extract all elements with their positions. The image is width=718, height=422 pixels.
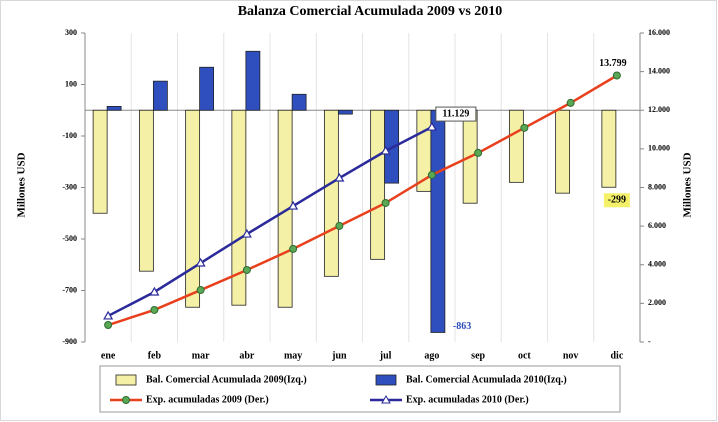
y2-axis-label: Millones USD [682,152,694,217]
y-tick-label: -100 [62,131,77,140]
bar [323,109,339,277]
line-marker [335,221,344,230]
bar [555,109,571,194]
legend-label: Exp. acumuladas 2010 (Der.) [406,394,529,405]
bar [601,109,617,188]
line-marker [104,321,113,330]
y-tick-label: 100 [65,79,77,88]
line-marker [242,265,251,274]
line-marker [241,228,252,238]
bar [106,105,122,111]
bar [138,109,154,272]
line-marker [196,286,205,295]
legend-swatch [115,374,137,386]
y2-tick-label: 14.000 [648,66,670,75]
y-tick-label: -700 [62,285,77,294]
bar [337,109,353,115]
legend-label: Bal. Comercial Acumulada 2010(Izq.) [406,374,567,385]
chart-title: Balanza Comercial Acumulada 2009 vs 2010 [238,4,503,19]
x-tick-label: feb [148,350,162,361]
bar [430,109,446,333]
data-label: -863 [453,321,471,332]
y2-tick-label: 8.000 [648,182,666,191]
line-marker [520,123,529,132]
bar [92,109,108,214]
legend-swatch [375,374,397,386]
x-tick-label: jul [379,350,392,361]
line-marker [427,170,436,179]
legend-box [99,365,621,413]
x-tick-label: jun [331,350,347,361]
bar [199,66,215,111]
line-marker [566,98,575,107]
legend-label: Bal. Comercial Acumulada 2009(Izq.) [146,374,307,385]
legend-marker [381,394,391,404]
line-marker [150,305,159,314]
y2-tick-label: 4.000 [648,260,666,269]
y-tick-label: -300 [62,182,77,191]
y2-tick-label: 6.000 [648,221,666,230]
x-tick-label: mar [192,350,210,361]
line-marker [103,310,114,320]
bar [291,93,307,111]
line-marker [381,198,390,207]
y-tick-label: -500 [62,234,77,243]
x-tick-label: oct [518,350,531,361]
x-tick-label: ene [101,350,116,361]
line-marker [380,145,391,155]
bar [185,109,201,308]
line-marker [612,71,621,80]
line-marker [426,121,437,131]
x-tick-label: nov [563,350,579,361]
y2-tick-label: 10.000 [648,144,670,153]
legend-marker [122,396,130,404]
x-tick-label: ago [424,350,439,361]
bar [370,109,386,260]
line-marker [288,200,299,210]
x-tick-label: sep [471,350,485,361]
data-label-bg [435,106,477,122]
line-marker [289,244,298,253]
x-tick-label: dic [610,350,623,361]
line-marker [474,148,483,157]
data-label: 13.799 [599,58,627,69]
x-tick-label: abr [239,350,255,361]
line-marker [334,172,345,182]
data-label: -299 [608,195,626,206]
line [107,74,618,327]
y2-tick-label: - [648,337,651,346]
line-marker [149,286,160,296]
y-axis-label: Millones USD [16,152,28,217]
data-label-bg [603,193,630,208]
x-tick-label: may [284,350,302,361]
y-tick-label: -900 [62,337,77,346]
legend-label: Exp. acumuladas 2009 (Der.) [146,394,269,405]
line [107,125,433,318]
y2-tick-label: 2.000 [648,298,666,307]
y-tick-label: 300 [65,28,77,37]
line-marker [195,257,206,267]
bar [508,109,524,183]
bar [245,50,261,111]
bar [152,80,168,111]
y2-tick-label: 12.000 [648,105,670,114]
y2-tick-label: 16.000 [648,28,670,37]
bar [231,109,247,306]
data-label: 11.129 [442,108,469,119]
